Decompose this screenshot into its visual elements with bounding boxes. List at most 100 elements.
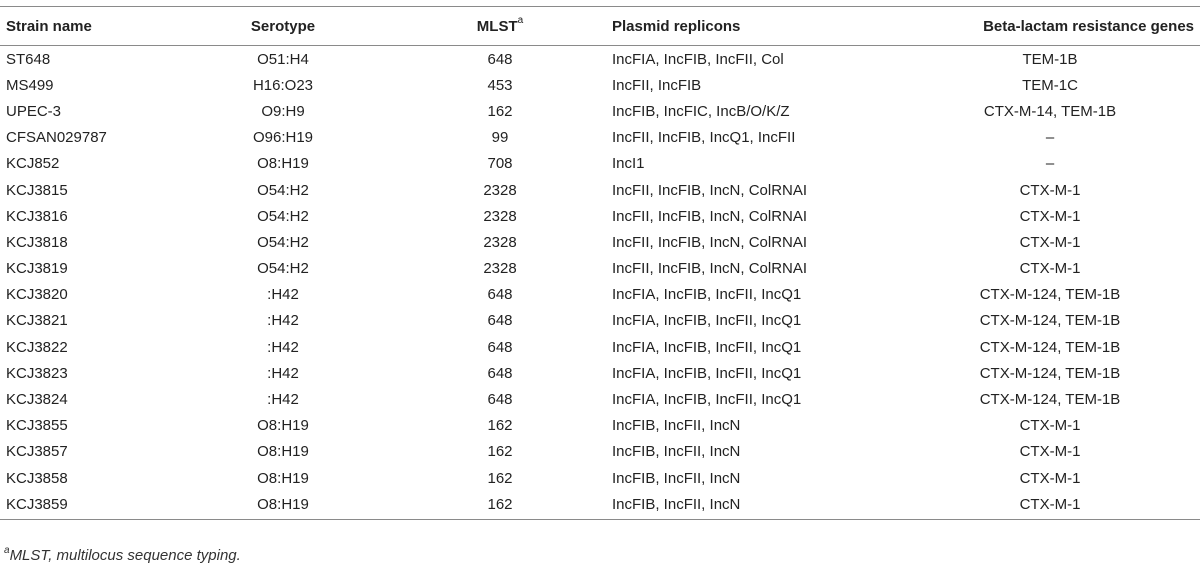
cell-mlst: 648 [487, 286, 513, 304]
table-row: KCJ3824 :H42 648 IncFIA, IncFIB, IncFII, In… [0, 386, 1200, 412]
cell-beta-lactam-genes: CTX-M-1 [1019, 495, 1081, 513]
data-table-container: Strain name Serotype MLSTa Plasmid repli… [0, 6, 1200, 520]
cell-plasmid-replicons: IncFIB, IncFII, IncN [612, 469, 741, 487]
table-row: KCJ3859 O8:H19 162 IncFIB, IncFII, IncN CTX-… [0, 491, 1200, 520]
cell-beta-lactam-genes: CTX-M-1 [1019, 233, 1081, 251]
cell-plasmid-replicons: IncFIB, IncFII, IncN [612, 495, 741, 513]
cell-mlst: 2328 [483, 233, 517, 251]
cell-beta-lactam-genes: CTX-M-1 [1019, 260, 1081, 278]
cell-mlst: 2328 [483, 260, 517, 278]
cell-beta-lactam-genes: – [1045, 129, 1055, 147]
cell-serotype: :H42 [267, 338, 299, 356]
table-body: ST648 O51:H4 648 IncFIA, IncFIB, IncFII, Co… [0, 46, 1200, 520]
cell-plasmid-replicons: IncFII, IncFIB, IncN, ColRNAI [612, 233, 808, 251]
table-row: KCJ3822:H42 648 IncFIA, IncFIB, IncFII, In… [0, 334, 1200, 360]
cell-strain-name: KCJ3823 [6, 364, 68, 382]
cell-strain-name: KCJ3818 [6, 233, 68, 251]
cell-strain-name: ST648 [6, 50, 51, 68]
cell-beta-lactam-genes: CTX-M-1 [1019, 417, 1081, 435]
cell-beta-lactam-genes: CTX-M-124, TEM-1B [979, 391, 1121, 409]
cell-beta-lactam-genes: CTX-M-1 [1019, 207, 1081, 225]
cell-serotype: O8:H19 [257, 155, 309, 173]
table-row: KCJ3858 O8:H19 162 IncFIB, IncFII, IncN CTX-… [0, 465, 1200, 491]
cell-strain-name: KCJ3857 [6, 443, 68, 461]
cell-mlst: 99 [491, 129, 509, 147]
cell-beta-lactam-genes: CTX-M-1 [1019, 469, 1081, 487]
table-row: KCJ3823 :H42 648 IncFIA, IncFIB, IncFII, In… [0, 360, 1200, 386]
cell-mlst: 162 [487, 495, 513, 513]
table-row: KCJ3820 :H42 648 IncFIA, IncFIB, IncFII, In… [0, 282, 1200, 308]
cell-serotype: O8:H19 [257, 417, 309, 435]
cell-serotype: :H42 [267, 286, 299, 304]
cell-mlst: 648 [487, 312, 513, 330]
cell-beta-lactam-genes: CTX-M-1 [1019, 443, 1081, 461]
cell-beta-lactam-genes: CTX-M-14, TEM-1B [983, 102, 1117, 120]
cell-strain-name: KCJ3822 [6, 338, 68, 356]
cell-serotype: :H42 [267, 312, 299, 330]
cell-strain-name: KCJ3859 [6, 495, 68, 513]
cell-mlst: 162 [487, 469, 513, 487]
cell-mlst: 648 [487, 391, 513, 409]
cell-serotype: O8:H19 [257, 495, 309, 513]
cell-mlst: 648 [487, 364, 513, 382]
cell-serotype: :H42 [267, 364, 299, 382]
cell-plasmid-replicons: IncFIA, IncFIB, IncFII, Col [612, 50, 784, 68]
cell-strain-name: MS499 [6, 76, 54, 94]
cell-strain-name: KCJ3824 [6, 391, 68, 409]
table-row: CFSAN029787 O96:H19 99 IncFII, IncFIB, IncQ… [0, 125, 1200, 151]
table-row: KCJ3855 O8:H19 162 IncFIB, IncFII, IncN CTX-… [0, 413, 1200, 439]
cell-beta-lactam-genes: CTX-M-124, TEM-1B [979, 364, 1121, 382]
cell-strain-name: KCJ3820 [6, 286, 68, 304]
cell-plasmid-replicons: IncFII, IncFIB, IncQ1, IncFII [612, 129, 796, 147]
cell-strain-name: KCJ3858 [6, 469, 68, 487]
cell-plasmid-replicons: IncFIA, IncFIB, IncFII, IncQ1 [612, 364, 802, 382]
table-header: Strain name Serotype MLSTa Plasmid repli… [0, 6, 1200, 46]
table-row: KCJ3821:H42 648 IncFIA, IncFIB, IncFII, In… [0, 308, 1200, 334]
cell-serotype: :H42 [267, 391, 299, 409]
cell-serotype: O9:H9 [261, 102, 305, 120]
cell-mlst: 648 [487, 50, 513, 68]
table-footnote: aMLST, multilocus sequence typing. [4, 545, 241, 564]
cell-plasmid-replicons: IncFIA, IncFIB, IncFII, IncQ1 [612, 391, 802, 409]
header-mlst-footnote-marker: a [517, 15, 524, 26]
cell-mlst: 162 [487, 417, 513, 435]
cell-mlst: 2328 [483, 181, 517, 199]
cell-serotype: O96:H19 [252, 129, 314, 147]
table-row: KCJ3819 O54:H2 2328 IncFII, IncFIB, IncN, C… [0, 256, 1200, 282]
header-beta-lactam-genes: Beta-lactam resistance genes [983, 17, 1194, 35]
cell-mlst: 708 [487, 155, 513, 173]
cell-serotype: O54:H2 [257, 260, 309, 278]
header-mlst-label: MLST [476, 18, 518, 35]
cell-serotype: O51:H4 [257, 50, 309, 68]
table-row: KCJ3857 O8:H19 162 IncFIB, IncFII, IncN CTX-… [0, 439, 1200, 465]
cell-strain-name: CFSAN029787 [6, 129, 107, 147]
footnote-text: MLST, multilocus sequence typing. [9, 547, 241, 564]
cell-plasmid-replicons: IncFIA, IncFIB, IncFII, IncQ1 [612, 286, 802, 304]
cell-plasmid-replicons: IncFII, IncFIB, IncN, ColRNAI [612, 260, 808, 278]
cell-beta-lactam-genes: CTX-M-124, TEM-1B [979, 286, 1121, 304]
strain-table: Strain name Serotype MLSTa Plasmid repli… [0, 6, 1200, 520]
table-row: KCJ852 O8:H19 708 IncI1 – [0, 151, 1200, 177]
cell-serotype: O54:H2 [257, 181, 309, 199]
header-row: Strain name Serotype MLSTa Plasmid repli… [0, 6, 1200, 46]
cell-beta-lactam-genes: – [1045, 155, 1055, 173]
table-row: ST648 O51:H4 648 IncFIA, IncFIB, IncFII, Co… [0, 46, 1200, 73]
cell-beta-lactam-genes: CTX-M-124, TEM-1B [979, 338, 1121, 356]
cell-serotype: O54:H2 [257, 207, 309, 225]
cell-beta-lactam-genes: TEM-1C [1022, 76, 1078, 94]
cell-plasmid-replicons: IncI1 [612, 155, 645, 173]
header-strain-name: Strain name [6, 17, 92, 35]
cell-plasmid-replicons: IncFII, IncFIB, IncN, ColRNAI [612, 207, 808, 225]
cell-beta-lactam-genes: TEM-1B [1022, 50, 1078, 68]
cell-mlst: 2328 [483, 207, 517, 225]
cell-plasmid-replicons: IncFIB, IncFII, IncN [612, 417, 741, 435]
table-row: UPEC-3 O9:H9 162 IncFIB, IncFIC, IncB/O/K/Z… [0, 98, 1200, 124]
cell-serotype: O8:H19 [257, 443, 309, 461]
cell-mlst: 648 [487, 338, 513, 356]
cell-beta-lactam-genes: CTX-M-124, TEM-1B [979, 312, 1121, 330]
cell-strain-name: KCJ3819 [6, 260, 68, 278]
cell-mlst: 162 [487, 443, 513, 461]
cell-plasmid-replicons: IncFII, IncFIB, IncN, ColRNAI [612, 181, 808, 199]
cell-serotype: O54:H2 [257, 233, 309, 251]
cell-plasmid-replicons: IncFIB, IncFII, IncN [612, 443, 741, 461]
